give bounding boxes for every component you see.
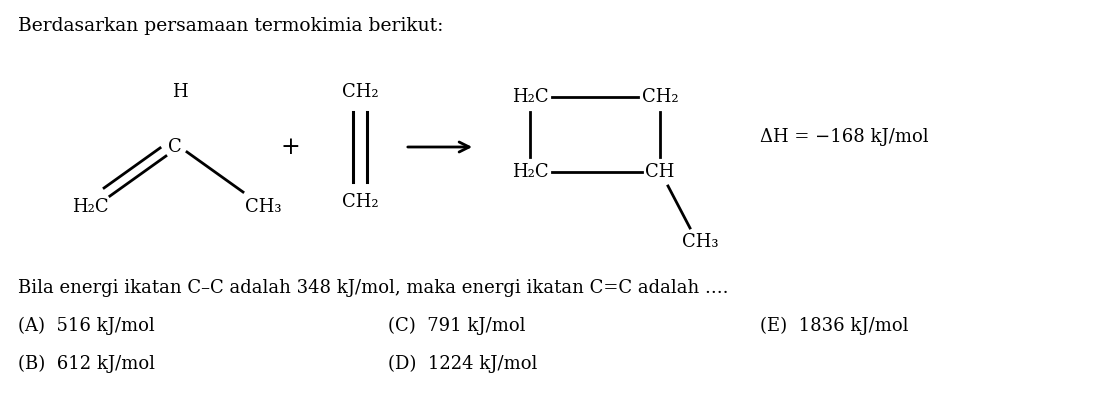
Text: CH₃: CH₃ (682, 233, 718, 251)
Text: H₂C: H₂C (512, 163, 548, 181)
Text: H₂C: H₂C (72, 198, 108, 216)
Text: CH₂: CH₂ (342, 193, 378, 211)
Text: Berdasarkan persamaan termokimia berikut:: Berdasarkan persamaan termokimia berikut… (18, 17, 443, 35)
Text: +: + (280, 136, 300, 158)
Text: H: H (173, 83, 188, 101)
Text: CH₂: CH₂ (342, 83, 378, 101)
Text: CH₃: CH₃ (244, 198, 282, 216)
Text: (C)  791 kJ/mol: (C) 791 kJ/mol (388, 317, 526, 335)
Text: (E)  1836 kJ/mol: (E) 1836 kJ/mol (760, 317, 909, 335)
Text: C: C (168, 138, 182, 156)
Text: CH: CH (646, 163, 674, 181)
Text: (D)  1224 kJ/mol: (D) 1224 kJ/mol (388, 355, 538, 373)
Text: Bila energi ikatan C–C adalah 348 kJ/mol, maka energi ikatan C=C adalah ....: Bila energi ikatan C–C adalah 348 kJ/mol… (18, 279, 728, 297)
Text: CH₂: CH₂ (641, 88, 679, 106)
Text: H₂C: H₂C (512, 88, 548, 106)
Text: (A)  516 kJ/mol: (A) 516 kJ/mol (18, 317, 155, 335)
Text: ΔH = −168 kJ/mol: ΔH = −168 kJ/mol (760, 128, 928, 146)
Text: (B)  612 kJ/mol: (B) 612 kJ/mol (18, 355, 155, 373)
